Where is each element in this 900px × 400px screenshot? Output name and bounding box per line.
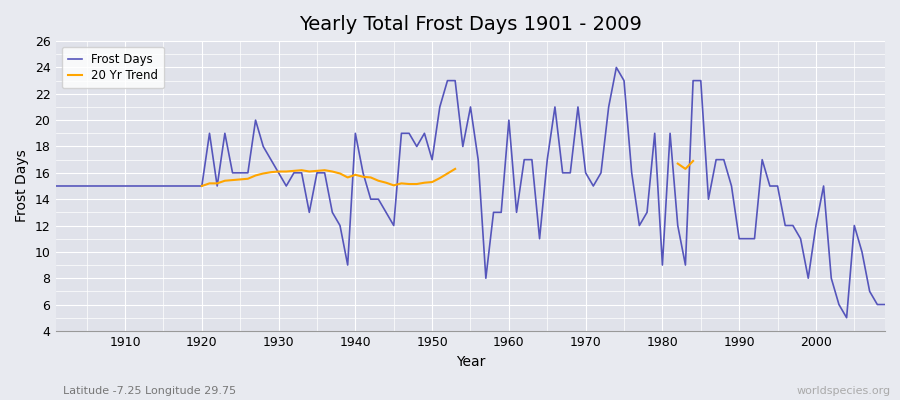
20 Yr Trend <box>442 171 453 176</box>
20 Yr Trend <box>411 182 422 186</box>
20 Yr Trend <box>373 178 383 183</box>
20 Yr Trend <box>427 180 437 184</box>
20 Yr Trend <box>250 173 261 178</box>
Text: worldspecies.org: worldspecies.org <box>796 386 891 396</box>
20 Yr Trend <box>204 181 215 186</box>
20 Yr Trend <box>289 168 300 173</box>
Frost Days <box>611 65 622 70</box>
20 Yr Trend <box>257 171 268 176</box>
Frost Days <box>281 184 292 188</box>
Frost Days <box>503 118 514 122</box>
Frost Days <box>879 302 890 307</box>
20 Yr Trend <box>227 178 238 182</box>
X-axis label: Year: Year <box>455 355 485 369</box>
Legend: Frost Days, 20 Yr Trend: Frost Days, 20 Yr Trend <box>62 47 165 88</box>
Title: Yearly Total Frost Days 1901 - 2009: Yearly Total Frost Days 1901 - 2009 <box>299 15 642 34</box>
20 Yr Trend <box>419 180 430 185</box>
20 Yr Trend <box>235 177 246 182</box>
Frost Days <box>842 315 852 320</box>
Line: 20 Yr Trend: 20 Yr Trend <box>202 169 455 186</box>
20 Yr Trend <box>320 168 330 172</box>
20 Yr Trend <box>281 169 292 174</box>
20 Yr Trend <box>404 182 415 186</box>
20 Yr Trend <box>335 171 346 176</box>
Frost Days <box>596 170 607 175</box>
Text: Latitude -7.25 Longitude 29.75: Latitude -7.25 Longitude 29.75 <box>63 386 236 396</box>
20 Yr Trend <box>274 169 284 174</box>
20 Yr Trend <box>196 184 207 188</box>
Line: Frost Days: Frost Days <box>56 68 885 318</box>
20 Yr Trend <box>350 172 361 177</box>
Frost Days <box>112 184 122 188</box>
20 Yr Trend <box>357 174 368 179</box>
20 Yr Trend <box>220 178 230 183</box>
20 Yr Trend <box>381 180 392 185</box>
20 Yr Trend <box>450 166 461 171</box>
20 Yr Trend <box>266 170 276 174</box>
Frost Days <box>50 184 61 188</box>
Frost Days <box>496 210 507 215</box>
20 Yr Trend <box>311 168 322 173</box>
20 Yr Trend <box>365 175 376 180</box>
20 Yr Trend <box>435 176 446 180</box>
20 Yr Trend <box>342 175 353 180</box>
20 Yr Trend <box>396 181 407 186</box>
20 Yr Trend <box>242 176 253 181</box>
Frost Days <box>327 210 338 215</box>
Y-axis label: Frost Days: Frost Days <box>15 150 29 222</box>
20 Yr Trend <box>388 183 399 188</box>
20 Yr Trend <box>296 168 307 172</box>
20 Yr Trend <box>304 169 315 174</box>
20 Yr Trend <box>212 181 222 186</box>
20 Yr Trend <box>327 169 338 174</box>
